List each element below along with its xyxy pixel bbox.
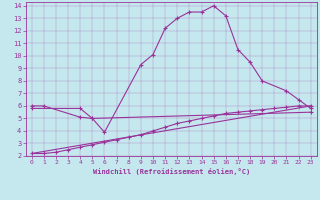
X-axis label: Windchill (Refroidissement éolien,°C): Windchill (Refroidissement éolien,°C) [92, 168, 250, 175]
